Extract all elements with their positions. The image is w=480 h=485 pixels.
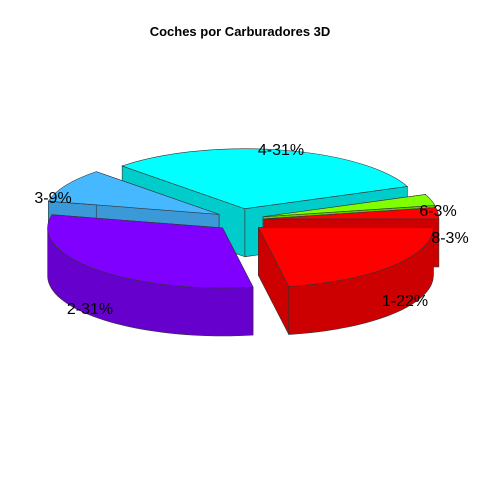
pie-slice-top-6: [262, 194, 436, 218]
pie-slice-top-1: [257, 227, 434, 287]
slice-label-2: 2-31%: [67, 301, 113, 318]
pie-slice-top-8: [263, 207, 440, 220]
pie-slice-1: [257, 227, 434, 335]
labels-layer: 1-22% 2-31% 3-9% 4-31% 6-3% 8-3%: [34, 142, 468, 318]
slice-label-4: 4-31%: [258, 142, 304, 159]
slices-layer: [47, 148, 440, 337]
pie-slice-top-3: [47, 171, 220, 215]
chart-title: Coches por Carburadores 3D: [150, 24, 331, 39]
slice-label-1: 1-22%: [382, 293, 428, 310]
pie-slice-top-4: [121, 148, 409, 210]
slice-label-8: 8-3%: [431, 230, 468, 247]
pie-slice-top-2: [47, 214, 254, 289]
pie-slice-2: [47, 214, 254, 337]
slice-label-6: 6-3%: [419, 203, 456, 220]
slice-label-3: 3-9%: [34, 190, 71, 207]
